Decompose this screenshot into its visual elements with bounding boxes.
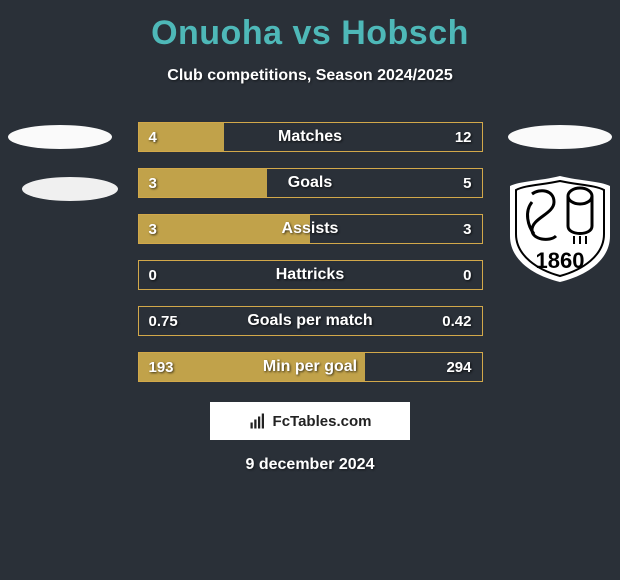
- bar-row: 4Matches12: [138, 122, 483, 152]
- bar-fill: [139, 169, 268, 197]
- date-text: 9 december 2024: [0, 456, 620, 474]
- bar-row: 0.75Goals per match0.42: [138, 306, 483, 336]
- page-title: Onuoha vs Hobsch: [0, 0, 620, 53]
- bar-left-value: 0: [149, 261, 157, 289]
- brand-icon: [249, 412, 267, 430]
- bar-left-value: 3: [149, 215, 157, 243]
- bar-label: Hattricks: [139, 261, 482, 289]
- bar-right-value: 5: [463, 169, 471, 197]
- brand-text: FcTables.com: [273, 413, 372, 430]
- subtitle: Club competitions, Season 2024/2025: [0, 67, 620, 85]
- player-left-badge: [8, 125, 112, 149]
- comparison-chart: 1860 4Matches12 3Goals5 3Assists3 0Hattrick…: [0, 122, 620, 398]
- bar-row: 0Hattricks0: [138, 260, 483, 290]
- bar-right-value: 0: [463, 261, 471, 289]
- bar-right-value: 0.42: [442, 307, 471, 335]
- bar-left-value: 4: [149, 123, 157, 151]
- bar-left-value: 0.75: [149, 307, 178, 335]
- bar-row: 3Goals5: [138, 168, 483, 198]
- bar-left-value: 3: [149, 169, 157, 197]
- bar-left-value: 193: [149, 353, 174, 381]
- bar-fill: [139, 215, 311, 243]
- player-right-badge: [508, 125, 612, 149]
- bar-row: 193Min per goal294: [138, 352, 483, 382]
- bar-right-value: 12: [455, 123, 472, 151]
- bar-right-value: 3: [463, 215, 471, 243]
- bar-label: Goals per match: [139, 307, 482, 335]
- brand-badge: FcTables.com: [210, 402, 410, 440]
- bar-row: 3Assists3: [138, 214, 483, 244]
- crest-year-text: 1860: [536, 248, 585, 273]
- club-crest: 1860: [510, 176, 610, 282]
- bar-right-value: 294: [446, 353, 471, 381]
- crest-svg: 1860: [510, 176, 610, 282]
- player-left-badge-2: [22, 177, 118, 201]
